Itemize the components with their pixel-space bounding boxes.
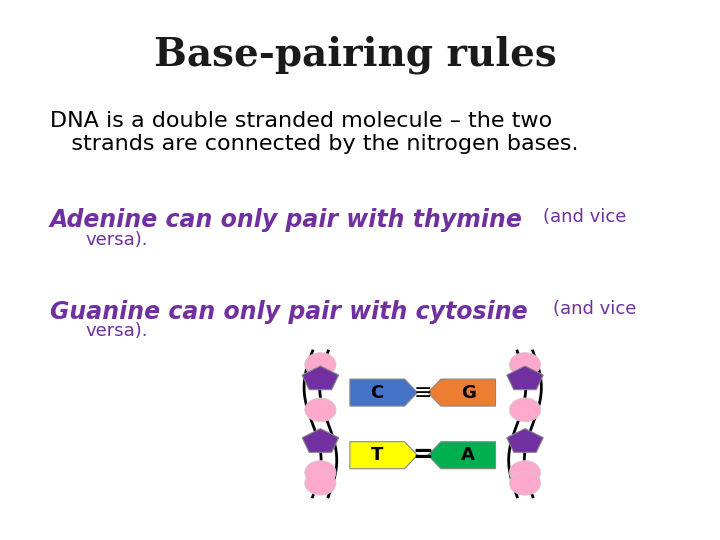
Circle shape xyxy=(509,461,541,484)
Text: G: G xyxy=(461,383,476,402)
Circle shape xyxy=(509,398,541,422)
Polygon shape xyxy=(507,429,544,453)
Circle shape xyxy=(305,471,336,495)
Text: ≡: ≡ xyxy=(413,382,432,403)
Polygon shape xyxy=(428,379,495,406)
Text: (and vice: (and vice xyxy=(553,300,636,318)
Circle shape xyxy=(509,471,541,495)
Circle shape xyxy=(305,398,336,422)
Circle shape xyxy=(305,353,336,376)
Text: Adenine can only pair with thymine: Adenine can only pair with thymine xyxy=(50,208,531,232)
Text: Guanine can only pair with cytosine: Guanine can only pair with cytosine xyxy=(50,300,536,323)
Text: T: T xyxy=(371,446,384,464)
Polygon shape xyxy=(350,442,418,469)
Circle shape xyxy=(509,353,541,376)
Text: (and vice: (and vice xyxy=(544,208,627,226)
Polygon shape xyxy=(302,429,338,453)
Text: versa).: versa). xyxy=(85,231,148,248)
Text: C: C xyxy=(371,383,384,402)
Polygon shape xyxy=(507,366,544,390)
Polygon shape xyxy=(302,366,338,390)
Polygon shape xyxy=(350,379,418,406)
Text: A: A xyxy=(462,446,475,464)
Text: versa).: versa). xyxy=(85,322,148,340)
Circle shape xyxy=(305,461,336,484)
Text: DNA is a double stranded molecule – the two
   strands are connected by the nitr: DNA is a double stranded molecule – the … xyxy=(50,111,578,154)
Polygon shape xyxy=(428,442,495,469)
Text: Base-pairing rules: Base-pairing rules xyxy=(154,35,557,73)
Text: =: = xyxy=(413,443,433,467)
